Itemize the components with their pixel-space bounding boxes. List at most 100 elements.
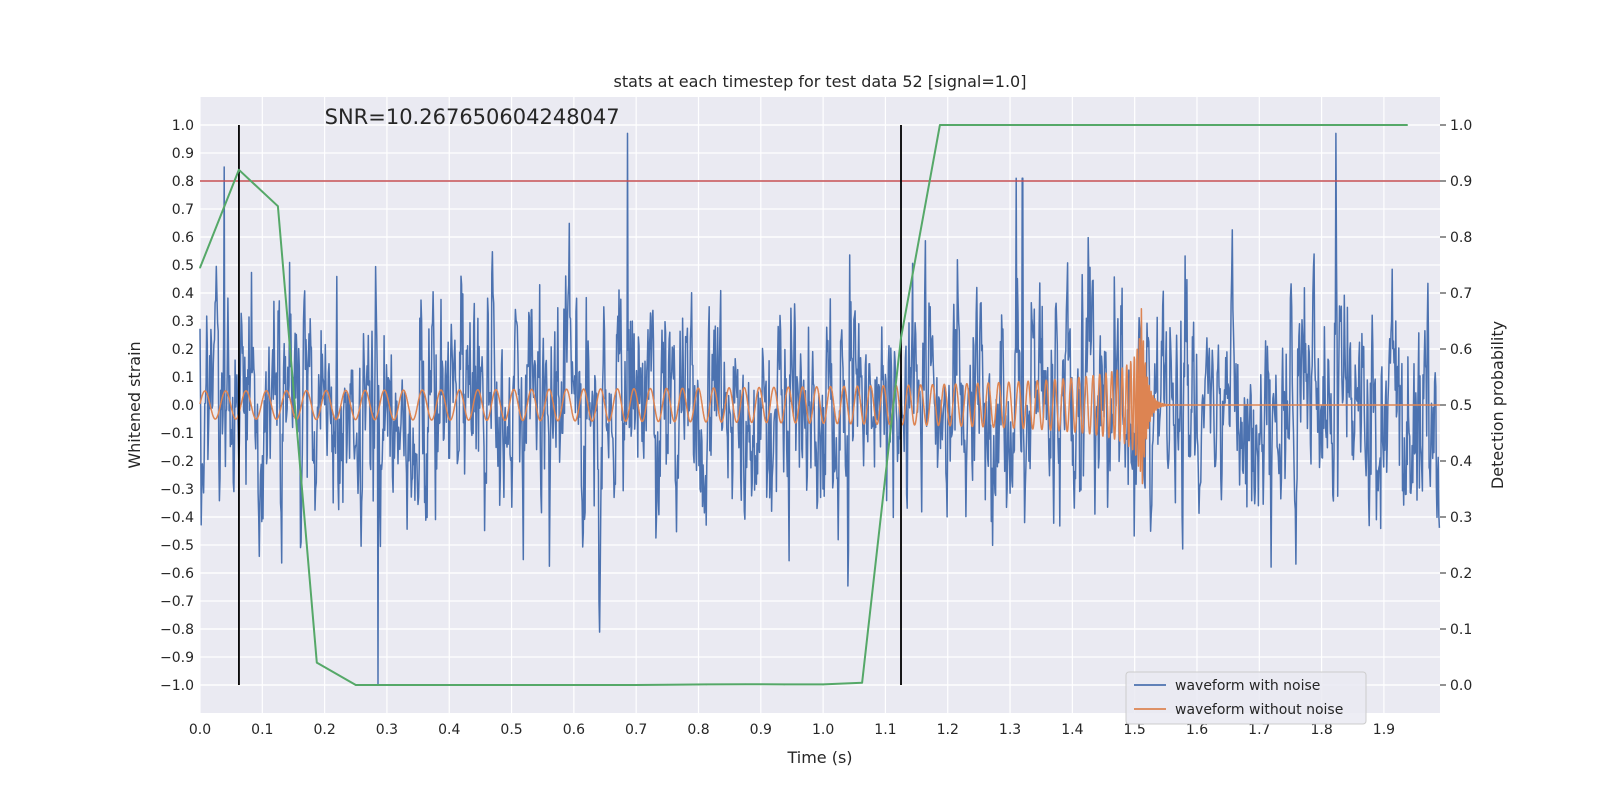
x-tick-label: 0.6: [563, 722, 585, 738]
detection-probability-point: [1211, 124, 1214, 126]
y-tick-label: 0.9: [172, 146, 194, 162]
x-tick-label: 1.2: [937, 722, 959, 738]
detection-probability-point: [1017, 124, 1019, 126]
detection-probability-point: [1328, 124, 1331, 126]
chart-title: stats at each timestep for test data 52 …: [614, 72, 1027, 91]
y-tick-label: 1.0: [172, 118, 194, 134]
y-tick-label: 0.1: [172, 370, 194, 386]
detection-probability-point: [1133, 124, 1136, 126]
detection-probability-point: [393, 684, 396, 686]
detection-probability-point: [316, 661, 318, 664]
detection-probability-point: [783, 683, 785, 686]
y2-tick-label: 0.3: [1450, 510, 1472, 526]
detection-probability-point: [1289, 124, 1292, 126]
x-tick-label: 0.8: [687, 722, 709, 738]
y-tick-label: −0.7: [160, 594, 194, 610]
x-tick-label: 0.9: [750, 722, 772, 738]
detection-probability-point: [1172, 124, 1175, 126]
x-tick-label: 1.5: [1124, 722, 1146, 738]
y2-tick-label: 0.9: [1450, 174, 1472, 190]
x-tick-label: 0.1: [251, 722, 273, 738]
x-tick-label: 1.9: [1373, 722, 1395, 738]
detection-probability-point: [861, 681, 863, 684]
y-tick-label: 0.2: [172, 342, 194, 358]
y-tick-label: −0.8: [160, 622, 194, 638]
y-tick-label: −0.9: [160, 650, 194, 666]
y-tick-label: 0.7: [172, 202, 194, 218]
y-tick-label: 0.5: [172, 258, 194, 274]
detection-probability-point: [1250, 124, 1253, 126]
legend-label-clean: waveform without noise: [1175, 702, 1343, 718]
x-tick-label: 0.4: [438, 722, 460, 738]
y-tick-label: 0.8: [172, 174, 194, 190]
detection-probability-point: [354, 684, 357, 686]
tick-layer: 0.0 0.1 0.2 0.3 0.4 0.5 0.6 0.7 0.8 0.9 1.0 1.1 1.2 1…: [160, 118, 1472, 738]
series-detection-probability: [199, 124, 1408, 686]
x-tick-label: 1.4: [1061, 722, 1083, 738]
y2-tick-label: 0.0: [1450, 678, 1472, 694]
x-tick-label: 1.8: [1310, 722, 1332, 738]
y-tick-label: −0.2: [160, 454, 194, 470]
y2-tick-label: 0.7: [1450, 286, 1472, 302]
detection-probability-point: [432, 684, 435, 686]
y2-axis-label: Detection probability: [1488, 321, 1507, 489]
x-tick-label: 0.7: [625, 722, 647, 738]
y-tick-label: 0.0: [172, 398, 194, 414]
detection-probability-point: [666, 683, 669, 686]
x-tick-label: 1.1: [874, 722, 896, 738]
detection-probability-point: [978, 124, 980, 126]
x-tick-label: 1.7: [1248, 722, 1270, 738]
detection-probability-point: [1094, 124, 1097, 126]
detection-probability-point: [939, 124, 941, 126]
x-tick-label: 0.2: [313, 722, 335, 738]
y-tick-label: 0.4: [172, 286, 194, 302]
y-tick-label: −0.5: [160, 538, 194, 554]
y2-tick-label: 0.8: [1450, 230, 1472, 246]
detection-probability-point: [277, 205, 279, 207]
x-tick-label: 0.5: [500, 722, 522, 738]
x-tick-label: 0.3: [376, 722, 398, 738]
y-tick-label: −1.0: [160, 678, 194, 694]
y2-tick-label: 0.1: [1450, 622, 1472, 638]
detection-probability-point: [588, 684, 591, 686]
y2-tick-label: 0.2: [1450, 566, 1472, 582]
legend: waveform with noise waveform without noi…: [1125, 671, 1367, 725]
x-axis-label: Time (s): [786, 748, 852, 767]
detection-probability-point: [900, 337, 902, 339]
x-tick-label: 1.0: [812, 722, 834, 738]
legend-box: [1125, 671, 1367, 725]
y2-tick-label: 0.4: [1450, 454, 1472, 470]
y-tick-label: 0.3: [172, 314, 194, 330]
y-tick-label: 0.6: [172, 230, 194, 246]
detection-probability-point: [1055, 124, 1058, 126]
x-tick-label: 1.6: [1186, 722, 1208, 738]
y2-tick-label: 0.5: [1450, 398, 1472, 414]
y-tick-label: −0.6: [160, 566, 194, 582]
detection-probability-point: [744, 683, 747, 685]
detection-probability-point: [238, 169, 240, 171]
detection-probability-point: [471, 684, 474, 686]
detection-probability-point: [199, 267, 201, 269]
detection-probability-point: [822, 683, 824, 686]
detection-probability-point: [705, 683, 708, 686]
detection-probability-point: [1406, 124, 1409, 126]
y2-tick-label: 0.6: [1450, 342, 1472, 358]
detection-probability-point: [510, 684, 513, 686]
x-tick-label: 0.0: [189, 722, 211, 738]
series-waveform-with-noise: [199, 132, 1441, 686]
y-tick-label: −0.3: [160, 482, 194, 498]
y2-tick-label: 1.0: [1450, 118, 1472, 134]
x-tick-label: 1.3: [999, 722, 1021, 738]
series-waveform-without-noise: [199, 308, 1441, 485]
y-tick-label: −0.1: [160, 426, 194, 442]
y-tick-label: −0.4: [160, 510, 194, 526]
snr-annotation: SNR=10.267650604248047: [325, 105, 620, 129]
detection-probability-point: [1367, 124, 1370, 126]
detection-probability-point: [627, 684, 630, 686]
legend-label-noisy: waveform with noise: [1175, 678, 1320, 694]
series-layer: [199, 124, 1441, 686]
detection-probability-point: [549, 684, 552, 686]
y-axis-label: Whitened strain: [125, 341, 144, 468]
